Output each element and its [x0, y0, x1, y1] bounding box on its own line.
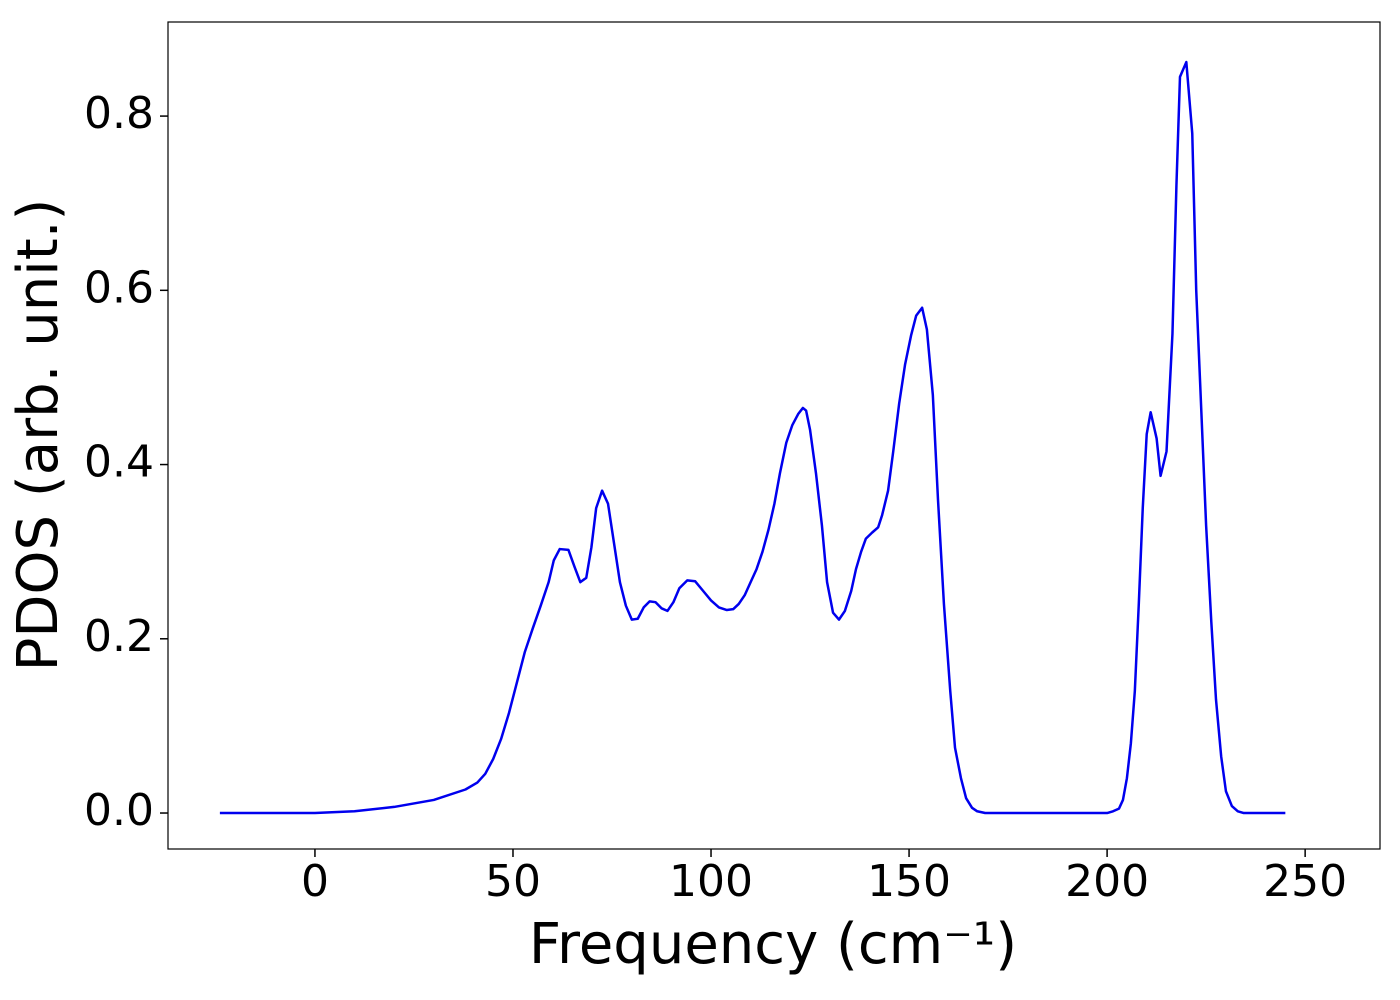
y-tick-label: 0.0 [84, 785, 154, 836]
x-tick-label: 0 [301, 856, 329, 907]
y-axis-label: PDOS (arb. unit.) [6, 199, 71, 672]
data-line [219, 60, 1286, 815]
y-tick-label: 0.4 [84, 437, 154, 488]
x-tick-label: 200 [1065, 856, 1149, 907]
x-tick-label: 250 [1263, 856, 1347, 907]
x-axis-label: Frequency (cm⁻¹) [529, 912, 1017, 977]
x-tick-label: 150 [867, 856, 951, 907]
y-tick-label: 0.2 [84, 611, 154, 662]
x-tick-label: 100 [669, 856, 753, 907]
x-tick-label: 50 [485, 856, 541, 907]
y-tick-label: 0.6 [84, 262, 154, 313]
plot-frame [167, 21, 1381, 850]
y-tick-label: 0.8 [84, 88, 154, 139]
